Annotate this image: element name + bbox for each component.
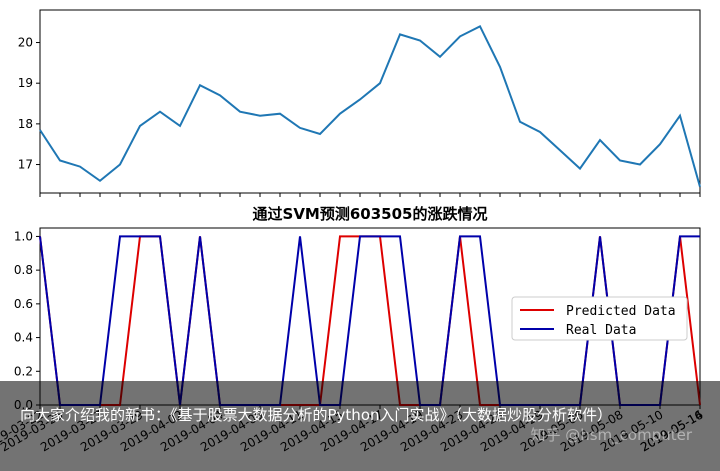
bottom-ytick-label: 0.8 [14,263,33,277]
price-line-chart: 17 18 19 20 [18,9,701,197]
bottom-ytick-label: 0.2 [14,364,33,378]
caption-overlay: 向大家介绍我的新书：《基于股票大数据分析的Python入门实战》（大数据炒股分析… [0,381,720,471]
bottom-ytick-label: 0.4 [14,331,33,345]
top-plot-frame [39,9,701,194]
bottom-ytick-label: 0.6 [14,297,33,311]
caption-text: 向大家介绍我的新书：《基于股票大数据分析的Python入门实战》（大数据炒股分析… [20,406,612,424]
top-ytick-label: 20 [18,36,33,50]
price-series-line [39,24,701,188]
bottom-ytick-label: 1.0 [14,229,33,243]
legend-label-predicted: Predicted Data [566,304,676,319]
chart-title: 通过SVM预测603505的涨跌情况 [253,205,488,223]
legend: Predicted Data Real Data [511,296,688,341]
top-ytick-label: 19 [18,76,33,90]
top-ytick-label: 18 [18,117,33,131]
legend-label-real: Real Data [566,323,636,338]
top-ytick-label: 17 [18,158,33,172]
watermark-text: 知乎 @hsm_computer [530,426,692,444]
legend-box [511,296,688,341]
